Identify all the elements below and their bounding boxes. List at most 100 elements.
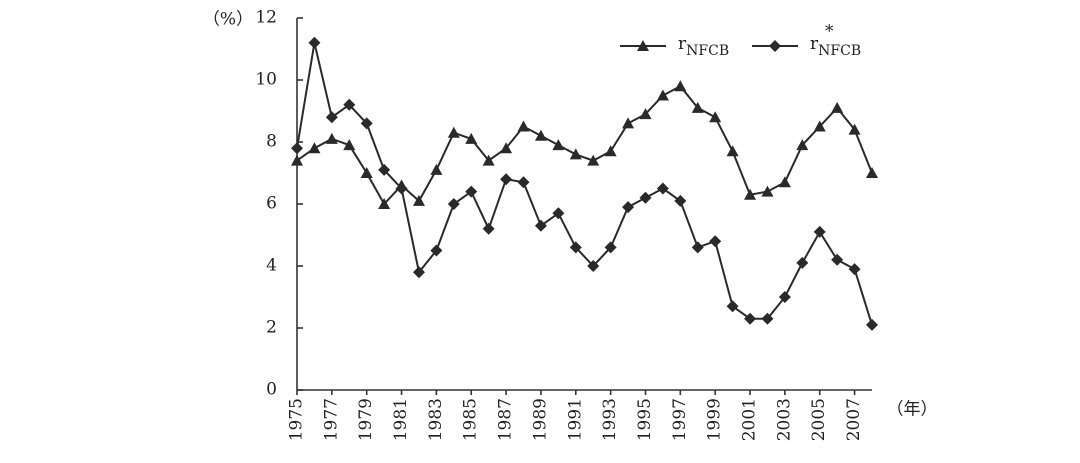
diamond-marker: [291, 142, 303, 155]
diamond-marker: [587, 260, 600, 272]
y-tick-label: 10: [255, 70, 277, 90]
diamond-marker: [866, 318, 878, 331]
diamond-marker: [430, 244, 443, 257]
triangle-marker: [308, 142, 321, 154]
x-tick-label: 1997: [670, 398, 690, 441]
diamond-marker: [360, 117, 373, 130]
diamond-marker: [848, 263, 861, 276]
diamond-marker: [325, 111, 338, 124]
diamond-marker: [378, 163, 391, 176]
triangle-marker: [430, 163, 443, 175]
x-tick-label: 1975: [287, 398, 307, 441]
triangle-marker: [778, 176, 791, 188]
triangle-marker: [744, 188, 757, 200]
x-tick-label: 1983: [426, 398, 446, 441]
triangle-marker: [831, 101, 844, 113]
triangle-marker: [709, 111, 722, 123]
diamond-marker: [691, 241, 704, 254]
legend-subscript: NFCB: [686, 43, 729, 59]
x-unit: （年）: [887, 400, 938, 420]
diamond-marker: [500, 173, 513, 186]
x-tick-label: 1985: [461, 398, 481, 441]
x-tick-label: 1999: [705, 398, 725, 441]
x-tick-label: 2001: [740, 398, 760, 441]
diamond-marker: [534, 219, 547, 232]
y-tick-label: 0: [266, 380, 277, 400]
diamond-marker: [744, 312, 757, 325]
diamond-marker: [778, 291, 791, 303]
triangle-marker: [866, 167, 878, 178]
diamond-marker: [726, 300, 739, 313]
x-tick-label: 2007: [844, 398, 864, 441]
legend-label: rNFCB: [810, 34, 861, 60]
triangle-marker: [761, 185, 774, 197]
y-tick-label: 6: [266, 194, 277, 214]
diamond-marker: [343, 98, 356, 111]
x-tick-label: 2005: [809, 398, 829, 441]
triangle-marker: [360, 167, 373, 178]
legend-subscript: NFCB: [818, 43, 861, 59]
diamond-marker: [447, 198, 460, 210]
x-tick-label: 2003: [774, 398, 794, 441]
x-tick-label: 1989: [530, 398, 550, 441]
triangle-marker: [639, 108, 652, 120]
triangle-marker: [637, 40, 649, 51]
triangle-marker: [291, 154, 303, 166]
triangle-marker: [447, 126, 460, 138]
triangle-marker: [691, 101, 704, 113]
triangle-marker: [569, 148, 582, 160]
diamond-marker: [569, 241, 582, 254]
diamond-marker: [831, 253, 844, 266]
triangle-marker: [517, 120, 530, 132]
triangle-marker: [604, 145, 617, 157]
x-tick-label: 1995: [635, 398, 655, 441]
series-line: [296, 42, 873, 326]
y-tick-label: 4: [266, 256, 277, 276]
triangle-marker: [343, 139, 356, 151]
diamond-marker: [639, 191, 652, 204]
legend-label: rNFCB: [678, 34, 729, 60]
triangle-marker: [378, 198, 391, 209]
diamond-marker: [552, 207, 565, 220]
diamond-marker: [517, 176, 530, 189]
legend-name: r: [810, 34, 819, 54]
x-tick-label: 1991: [565, 398, 585, 441]
triangle-marker: [465, 132, 478, 144]
diamond-marker: [813, 225, 826, 238]
legend-superscript: *: [825, 22, 834, 42]
diamond-marker: [709, 235, 722, 248]
triangle-marker: [552, 139, 565, 151]
y-unit: （%）: [203, 10, 253, 30]
diamond-marker: [674, 194, 687, 207]
diamond-marker: [761, 312, 774, 325]
triangle-marker: [482, 154, 495, 166]
triangle-marker: [726, 145, 739, 157]
triangle-marker: [622, 117, 635, 129]
y-tick-label: 2: [266, 318, 277, 338]
triangle-marker: [500, 142, 513, 154]
triangle-marker: [796, 139, 809, 151]
diamond-marker: [465, 185, 478, 198]
series-line: [296, 84, 873, 206]
triangle-marker: [587, 154, 600, 166]
triangle-marker: [412, 194, 425, 206]
y-tick-label: 8: [266, 132, 277, 152]
x-tick-label: 1993: [600, 398, 620, 441]
diamond-marker: [482, 222, 495, 235]
triangle-marker: [813, 120, 826, 132]
triangle-marker: [656, 89, 669, 101]
triangle-marker: [848, 123, 861, 135]
diamond-marker: [604, 241, 617, 254]
triangle-marker: [534, 129, 547, 141]
y-tick-label: 12: [255, 8, 277, 28]
diamond-marker: [769, 40, 781, 52]
diamond-marker: [656, 182, 669, 195]
diamond-marker: [412, 266, 425, 279]
triangle-marker: [674, 80, 687, 92]
x-tick-label: 1981: [391, 398, 411, 441]
x-tick-label: 1977: [321, 398, 341, 441]
x-tick-label: 1979: [356, 398, 376, 441]
diamond-marker: [622, 201, 635, 214]
diamond-marker: [796, 256, 809, 269]
